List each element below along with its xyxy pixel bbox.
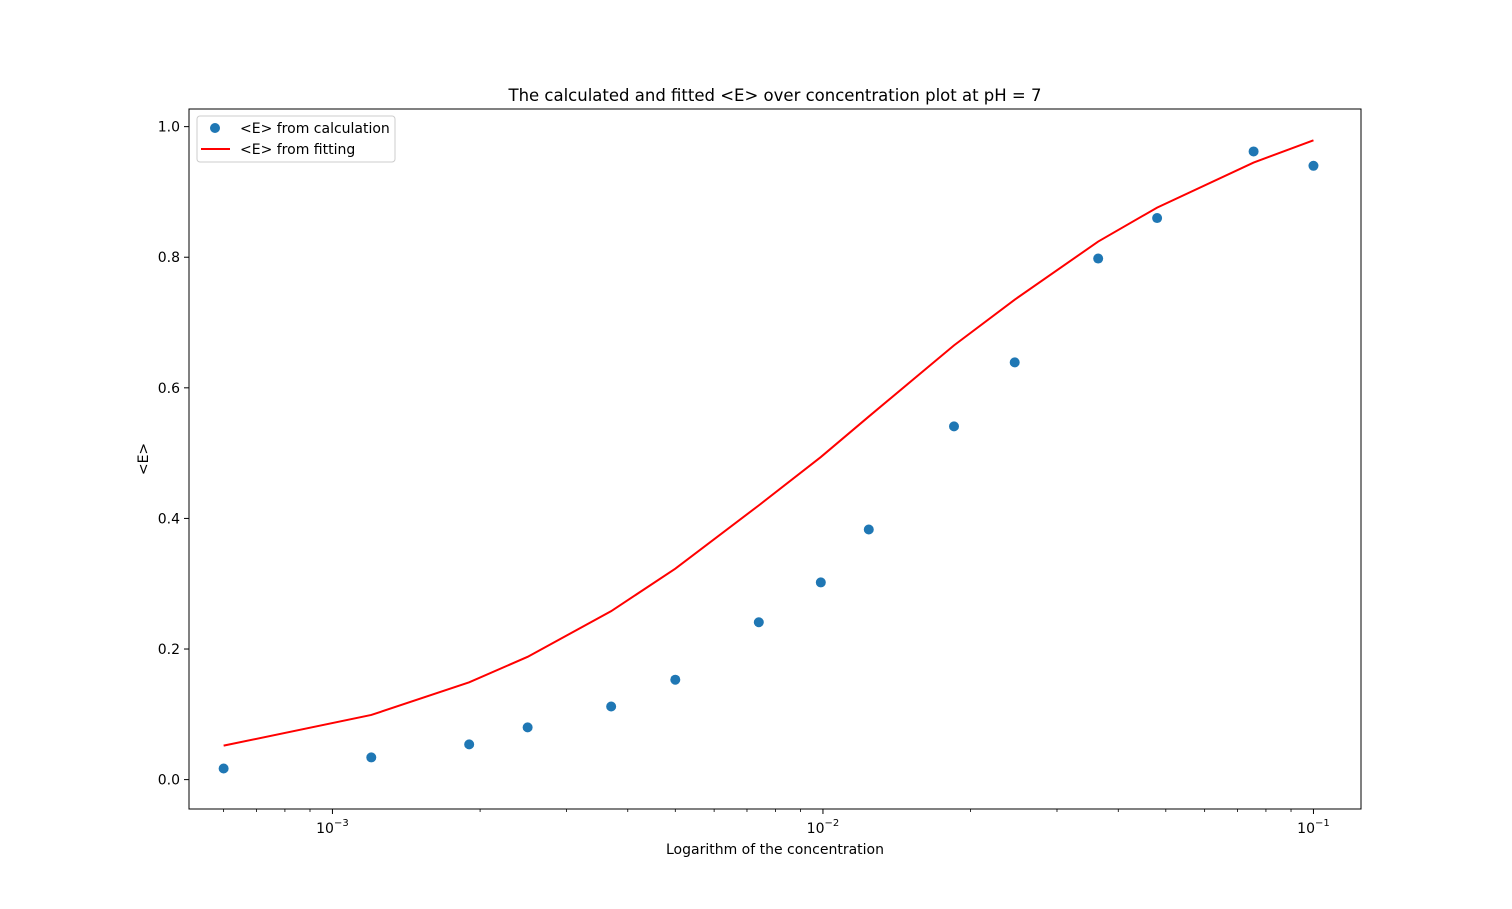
scatter-point xyxy=(464,739,475,750)
scatter-point xyxy=(1093,253,1104,264)
x-tick-label: 10−3 xyxy=(316,818,349,837)
y-tick-label: 0.6 xyxy=(158,381,180,397)
axes-frame xyxy=(188,108,1362,810)
legend-marker xyxy=(210,123,220,133)
y-axis-label: <E> xyxy=(136,443,152,475)
scatter-point xyxy=(366,752,377,763)
scatter-point xyxy=(1248,146,1259,157)
scatter-point xyxy=(218,763,229,774)
scatter-point xyxy=(522,722,533,733)
x-tick-label: 10−1 xyxy=(1297,818,1330,837)
scatter-point xyxy=(1308,160,1319,171)
scatter-point xyxy=(670,674,681,685)
scatter-point xyxy=(606,701,617,712)
scatter-point xyxy=(1152,213,1163,224)
y-tick-label: 0.4 xyxy=(158,511,180,527)
legend-label: <E> from fitting xyxy=(240,142,355,158)
legend-box xyxy=(196,115,396,163)
legend: <E> from calculation <E> from fitting xyxy=(196,115,396,163)
chart-title: The calculated and fitted <E> over conce… xyxy=(507,86,1041,105)
y-tick-label: 1.0 xyxy=(158,120,180,136)
scatter-point xyxy=(753,617,764,628)
scatter-point xyxy=(949,421,960,432)
y-tick-label: 0.2 xyxy=(158,642,180,658)
scatter-point xyxy=(1009,357,1020,368)
x-tick-label: 10−2 xyxy=(807,818,840,837)
fit-line xyxy=(223,139,1314,747)
y-tick-label: 0.0 xyxy=(158,773,180,789)
x-axis-label: Logarithm of the concentration xyxy=(666,842,884,858)
scatter-point xyxy=(815,577,826,588)
scatter-point xyxy=(863,524,874,535)
plot-area: 0.0 0.2 0.4 0.6 0.8 1.0 10−3 10−2 10−1 xyxy=(158,108,1362,837)
legend-label: <E> from calculation xyxy=(240,121,390,137)
y-tick-label: 0.8 xyxy=(158,250,180,266)
